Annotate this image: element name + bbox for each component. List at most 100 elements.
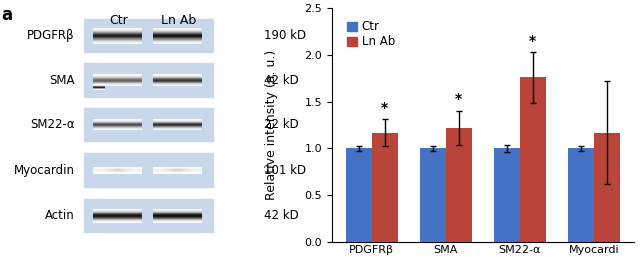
Bar: [152, 28, 202, 29]
Text: SMA: SMA: [49, 74, 75, 87]
Bar: [152, 209, 202, 210]
Bar: [93, 220, 142, 221]
Bar: [93, 79, 142, 80]
Bar: [152, 215, 202, 216]
Bar: [93, 41, 142, 42]
Bar: [152, 128, 202, 129]
Bar: [93, 127, 142, 128]
Bar: [152, 80, 202, 81]
Bar: [520, 78, 546, 242]
Bar: [152, 127, 202, 128]
Bar: [93, 222, 142, 223]
Bar: [93, 85, 142, 86]
Bar: [93, 43, 142, 44]
Text: *: *: [455, 92, 462, 106]
Bar: [93, 36, 142, 37]
Bar: [594, 133, 620, 242]
Bar: [83, 18, 215, 54]
Bar: [93, 75, 142, 76]
Bar: [83, 106, 215, 143]
Bar: [152, 35, 202, 36]
Bar: [372, 133, 397, 242]
Bar: [93, 80, 142, 81]
Bar: [93, 32, 142, 33]
Bar: [93, 39, 142, 40]
Text: 190 kD: 190 kD: [264, 29, 306, 43]
Bar: [152, 211, 202, 212]
Text: Myocardin: Myocardin: [14, 164, 75, 177]
Bar: [152, 222, 202, 223]
Text: *: *: [381, 101, 388, 115]
Bar: [93, 120, 142, 121]
Bar: [93, 212, 142, 213]
Bar: [93, 82, 142, 83]
Text: 22 kD: 22 kD: [264, 118, 299, 131]
Bar: [152, 30, 202, 31]
Y-axis label: Relative intensity (a. u.): Relative intensity (a. u.): [264, 50, 278, 200]
Bar: [152, 126, 202, 127]
Bar: [93, 124, 142, 125]
Bar: [93, 42, 142, 43]
Bar: [152, 216, 202, 217]
Bar: [152, 76, 202, 77]
Bar: [93, 77, 142, 78]
Bar: [93, 34, 142, 35]
Bar: [152, 219, 202, 220]
Bar: [83, 198, 215, 234]
Bar: [152, 39, 202, 40]
Bar: [93, 219, 142, 220]
Bar: [93, 28, 142, 29]
Bar: [152, 129, 202, 130]
Bar: [93, 221, 142, 222]
Bar: [152, 33, 202, 34]
Bar: [152, 31, 202, 32]
Bar: [152, 121, 202, 122]
Bar: [152, 210, 202, 211]
Bar: [83, 62, 215, 99]
Text: PDGFRβ: PDGFRβ: [28, 29, 75, 43]
Bar: [93, 128, 142, 129]
Bar: [93, 89, 106, 90]
Bar: [93, 214, 142, 215]
Bar: [93, 210, 142, 211]
Bar: [93, 30, 142, 31]
Bar: [152, 218, 202, 219]
Bar: [83, 152, 215, 189]
Bar: [445, 128, 472, 242]
Bar: [152, 78, 202, 79]
Bar: [152, 220, 202, 221]
Bar: [420, 148, 445, 242]
Bar: [494, 148, 520, 242]
Bar: [93, 121, 142, 122]
Bar: [93, 126, 142, 127]
Bar: [152, 122, 202, 123]
Bar: [152, 34, 202, 35]
Legend: Ctr, Ln Ab: Ctr, Ln Ab: [344, 17, 398, 52]
Bar: [152, 123, 202, 124]
Bar: [152, 29, 202, 30]
Bar: [152, 85, 202, 86]
Bar: [152, 125, 202, 126]
Bar: [93, 29, 142, 30]
Bar: [93, 85, 106, 86]
Text: Ln Ab: Ln Ab: [161, 14, 196, 27]
Text: a: a: [1, 6, 12, 24]
Bar: [152, 82, 202, 83]
Text: *: *: [529, 34, 536, 48]
Bar: [152, 79, 202, 80]
Bar: [93, 81, 142, 82]
Bar: [93, 216, 142, 217]
Bar: [152, 75, 202, 76]
Bar: [93, 86, 106, 87]
Bar: [152, 40, 202, 41]
Bar: [93, 122, 142, 123]
Bar: [152, 32, 202, 33]
Bar: [152, 36, 202, 37]
Bar: [152, 124, 202, 125]
Bar: [152, 84, 202, 85]
Bar: [152, 120, 202, 121]
Bar: [152, 43, 202, 44]
Bar: [93, 213, 142, 214]
Bar: [93, 35, 142, 36]
Bar: [568, 148, 594, 242]
